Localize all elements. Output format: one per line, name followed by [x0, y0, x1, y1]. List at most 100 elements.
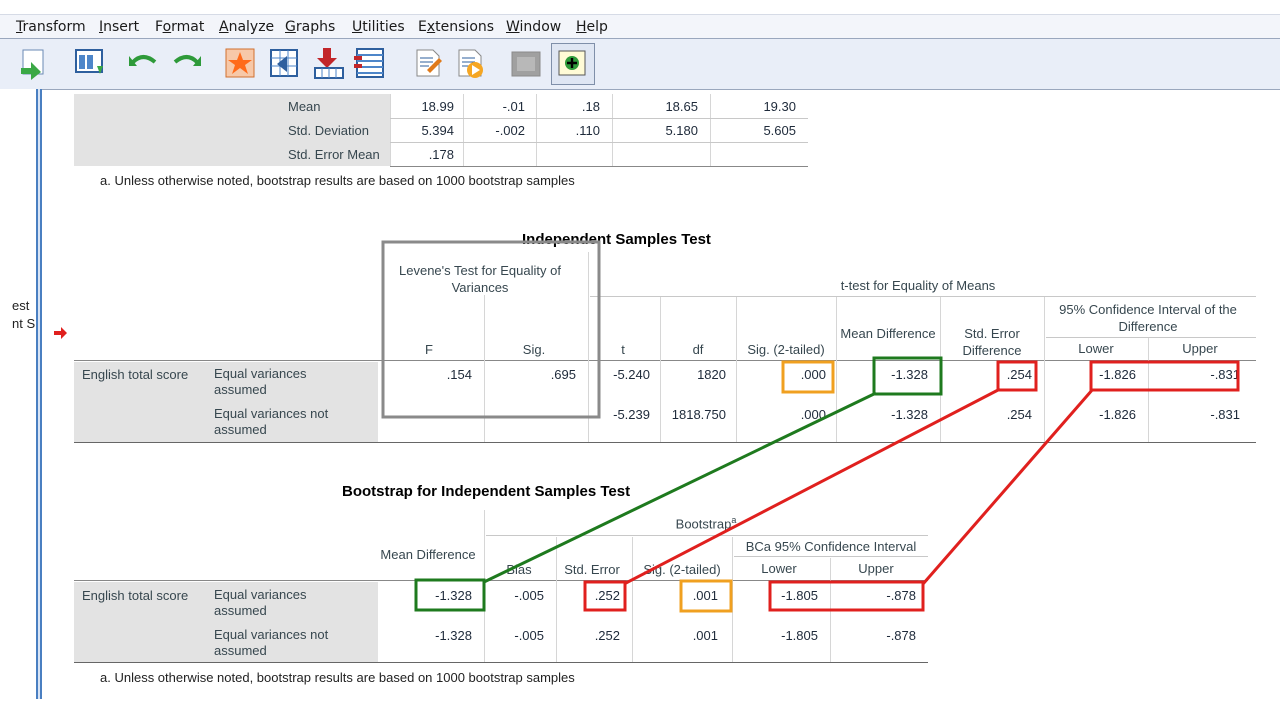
table-cell: 19.30 [763, 99, 796, 114]
variables-icon[interactable] [352, 45, 388, 81]
table-cell: -1.826 [1099, 407, 1136, 422]
table-cell: -.005 [514, 588, 544, 603]
table-cell: -.831 [1210, 367, 1240, 382]
table-cell: .254 [1006, 367, 1032, 382]
table-cell: 5.605 [763, 123, 796, 138]
menu-help[interactable]: Help [576, 19, 608, 35]
menu-format[interactable]: Format [155, 19, 205, 35]
table-cell: -.878 [886, 628, 916, 643]
table-cell: .254 [1006, 407, 1032, 422]
undo-icon[interactable] [126, 45, 162, 81]
menu-transform[interactable]: Transform [16, 19, 86, 35]
column-header: Sig. (2-tailed) [643, 562, 721, 577]
table-cell: -1.328 [435, 588, 472, 603]
table-cell: 1818.750 [671, 407, 726, 422]
column-header: Lower [1078, 341, 1114, 356]
menu-window[interactable]: Window [506, 19, 562, 35]
menu-extensions[interactable]: Extensions [418, 19, 495, 35]
variable-label: English total score [82, 588, 189, 603]
menu-utilities[interactable]: Utilities [352, 19, 405, 35]
table-cell: -1.328 [435, 628, 472, 643]
column-header: Mean Difference [380, 547, 476, 562]
bci-header: BCa 95% Confidence Interval [745, 539, 917, 554]
table-title: Independent Samples Test [522, 231, 711, 248]
column-header: Lower [761, 561, 797, 576]
table-cell: -1.328 [891, 367, 928, 382]
row-label: Std. Error Mean [288, 147, 380, 162]
table-cell: 18.65 [665, 99, 698, 114]
menu-graphs[interactable]: Graphs [285, 19, 336, 35]
menu-bar: Transform Insert Format Analyze Graphs U… [0, 14, 1280, 39]
table-cell: -5.239 [613, 407, 650, 422]
row-label: Equal variances assumed [214, 366, 307, 397]
variable-label: English total score [82, 367, 189, 382]
ttest-header: t-test for Equality of Means [840, 278, 996, 293]
table-title: Bootstrap for Independent Samples Test [342, 483, 631, 500]
star-icon[interactable] [222, 45, 258, 81]
column-header: Bias [506, 562, 532, 577]
export-icon[interactable] [16, 45, 52, 81]
column-header: Upper [858, 561, 894, 576]
row-label: Mean [288, 99, 321, 114]
table-cell: -.831 [1210, 407, 1240, 422]
table-cell: .001 [692, 588, 718, 603]
column-header: Std. Error Difference [962, 326, 1022, 358]
table-cell: -.01 [502, 99, 525, 114]
goto-case-icon[interactable] [266, 45, 302, 81]
insert-variable-icon[interactable] [310, 45, 346, 81]
column-header: Sig. (2-tailed) [747, 342, 825, 357]
footnote: a. Unless otherwise noted, bootstrap res… [100, 173, 575, 188]
data-editor-icon[interactable] [72, 45, 108, 81]
row-label: Equal variances assumed [214, 587, 307, 618]
show-all-icon[interactable] [554, 45, 590, 81]
current-item-arrow-icon [54, 326, 68, 345]
table-cell: 1820 [697, 367, 726, 382]
column-header: Std. Error [564, 562, 620, 577]
table-cell: .252 [594, 628, 620, 643]
column-header: Upper [1182, 341, 1218, 356]
run-script-icon[interactable] [452, 45, 488, 81]
row-label: Equal variances not assumed [214, 406, 329, 437]
bootstrap-header: Bootstrapa [675, 515, 737, 532]
ci-header: 95% Confidence Interval of the Differenc… [1059, 302, 1237, 334]
table-label-area [74, 362, 378, 442]
levene-header: Levene's Test for Equality of Variances [399, 263, 561, 295]
column-header: F [425, 342, 433, 357]
table-cell: -5.240 [613, 367, 650, 382]
outline-pane[interactable] [0, 89, 36, 699]
table-cell: .178 [428, 147, 454, 162]
table-label-area [74, 582, 378, 662]
edit-output-icon[interactable] [410, 45, 446, 81]
column-header: Sig. [522, 342, 546, 357]
footnote: a. Unless otherwise noted, bootstrap res… [100, 670, 575, 685]
column-header: Mean Difference [840, 326, 936, 341]
table-cell: 5.180 [665, 123, 698, 138]
table-cell: 18.99 [421, 99, 454, 114]
pane-splitter[interactable] [36, 89, 42, 699]
table-cell: .001 [692, 628, 718, 643]
toolbar [0, 38, 1280, 90]
table-cell: .110 [575, 123, 600, 138]
table-cell: -.005 [514, 628, 544, 643]
column-header: t [621, 342, 625, 357]
table-cell: -1.328 [891, 407, 928, 422]
table-cell: .000 [800, 407, 826, 422]
menu-analyze[interactable]: Analyze [219, 19, 275, 35]
table-cell: -1.805 [781, 588, 818, 603]
outline-item-fragment[interactable]: nt S [12, 316, 36, 331]
redo-icon[interactable] [168, 45, 204, 81]
table-cell: -.002 [495, 123, 525, 138]
column-header: df [692, 342, 704, 357]
table-cell: -1.826 [1099, 367, 1136, 382]
table-cell: .252 [594, 588, 620, 603]
outline-item-fragment[interactable]: est [12, 298, 30, 313]
row-label: Std. Deviation [288, 123, 369, 138]
table-cell: .154 [446, 367, 472, 382]
table-cell: .18 [581, 99, 600, 114]
table-cell: .000 [800, 367, 826, 382]
row-label: Equal variances not assumed [214, 627, 329, 658]
menu-insert[interactable]: Insert [99, 19, 140, 35]
table-cell: .695 [550, 367, 576, 382]
table-cell: -.878 [886, 588, 916, 603]
table-cell: 5.394 [421, 123, 454, 138]
